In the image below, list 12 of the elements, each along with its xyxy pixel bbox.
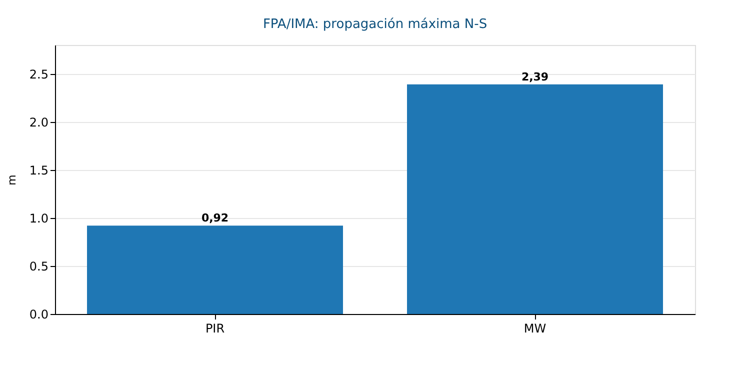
x-tick-label: MW [524, 322, 546, 336]
y-axis-title: m [5, 174, 18, 186]
y-tick-label: 2.0 [29, 115, 48, 130]
chart-title: FPA/IMA: propagación máxima N-S [262, 17, 488, 32]
y-tick-label: 1.0 [29, 211, 48, 226]
data-label: 0,92 [201, 212, 229, 225]
data-label: 2,39 [521, 70, 549, 84]
y-tick-label: 0.0 [29, 308, 48, 322]
y-tick-label: 2.5 [29, 67, 48, 82]
x-tick-label: PIR [205, 322, 225, 336]
y-tick-label: 1.5 [29, 163, 48, 178]
y-tick-label: 0.5 [29, 259, 48, 274]
